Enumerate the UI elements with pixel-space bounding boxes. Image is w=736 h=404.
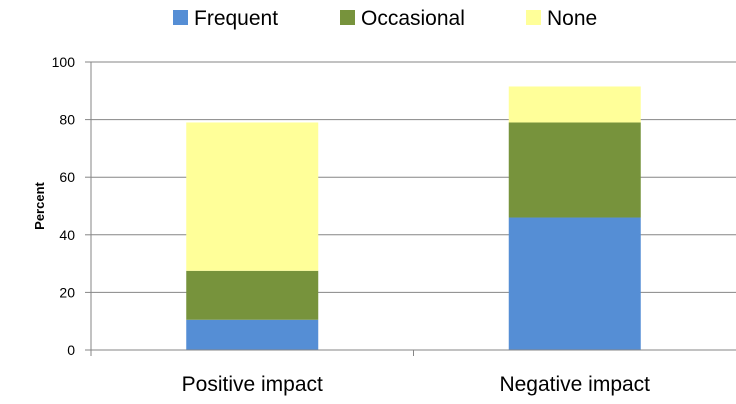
- legend-label-occasional: Occasional: [361, 7, 465, 30]
- x-category-label: Negative impact: [499, 373, 650, 396]
- legend-swatch-frequent: [173, 10, 188, 25]
- legend-swatch-none: [526, 10, 541, 25]
- bar-segment-frequent: [508, 217, 641, 350]
- y-tick-label: 80: [59, 112, 75, 128]
- bar-segment-occasional: [186, 270, 319, 320]
- axes: 0 20 40 60 80 100 Positive impact Negative impa…: [52, 54, 736, 396]
- legend-swatch-occasional: [340, 10, 355, 25]
- bars: [186, 86, 641, 350]
- bar-segment-occasional: [508, 122, 641, 218]
- y-tick-label: 40: [59, 227, 75, 243]
- y-tick-label: 60: [59, 169, 75, 185]
- bar-segment-none: [186, 122, 319, 271]
- bar-segment-none: [508, 86, 641, 123]
- bar-segment-frequent: [186, 319, 319, 350]
- y-tick-label: 100: [52, 54, 76, 70]
- legend: Frequent Occasional None: [173, 7, 597, 30]
- y-tick-label: 0: [67, 342, 75, 358]
- x-category-label: Positive impact: [182, 373, 323, 396]
- y-axis-label: Percent: [32, 181, 47, 229]
- y-tick-label: 20: [59, 284, 75, 300]
- legend-label-none: None: [547, 7, 597, 30]
- legend-label-frequent: Frequent: [194, 7, 278, 30]
